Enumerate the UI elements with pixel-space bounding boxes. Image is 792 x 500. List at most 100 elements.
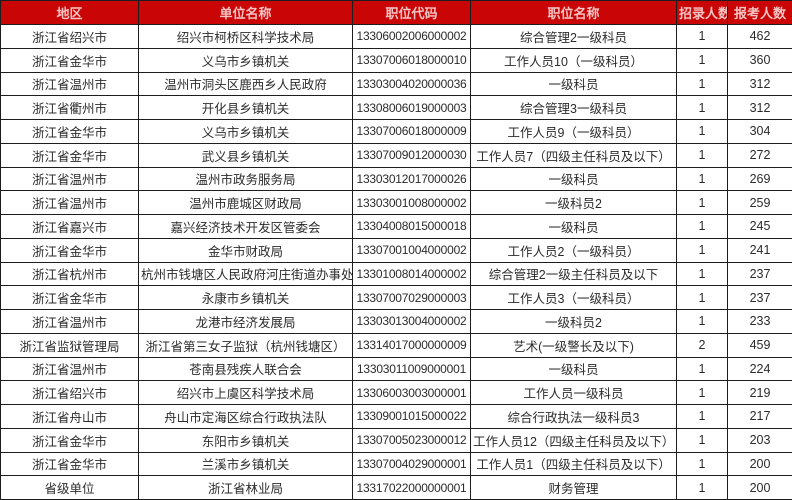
table-header-row: 地区 单位名称 职位代码 职位名称 招录人数 报考人数 [0,0,792,25]
unit-name-cell: 兰溪市乡镇机关 [138,451,353,477]
position-name-cell: 工作人员9（一级科员） [470,119,677,144]
region-cell: 浙江省金华市 [0,427,139,453]
table-row: 浙江省舟山市 舟山市定海区综合行政执法队 13309001015000022 综合行政… [0,404,792,429]
position-code-cell: 13307001004000002 [352,237,471,263]
unit-name-cell: 义乌市乡镇机关 [138,119,353,144]
region-cell: 浙江省金华市 [0,142,139,168]
applicant-count-cell: 241 [727,237,792,263]
applicant-count-cell: 459 [727,332,792,358]
applicant-count-cell: 200 [727,451,792,477]
table-row: 浙江省温州市 温州市政务服务局 13303012017000026 一级科员 1 269 [0,166,792,192]
unit-name-cell: 武义县乡镇机关 [138,142,353,168]
table-row: 浙江省温州市 苍南县残疾人联合会 13303011009000001 一级科员 1 224 [0,356,792,382]
table-row: 浙江省绍兴市 绍兴市上虞区科学技术局 13306003003000001 工作人员一级… [0,380,792,405]
position-code-cell: 13307009012000030 [352,142,471,168]
recruit-count-cell: 1 [676,190,728,215]
position-code-cell: 13307005023000012 [352,427,471,453]
region-cell: 浙江省金华市 [0,285,139,310]
position-code-cell: 13303013004000002 [352,309,471,334]
recruit-count-cell: 1 [676,380,728,405]
unit-name-cell: 绍兴市柯桥区科学技术局 [138,24,353,49]
header-position-name: 职位名称 [470,0,677,25]
region-cell: 省级单位 [0,475,139,500]
applicant-count-cell: 312 [727,71,792,97]
applicant-count-cell: 312 [727,95,792,120]
table-row: 浙江省绍兴市 绍兴市柯桥区科学技术局 13306002006000002 综合管理2一… [0,24,792,49]
table-row: 省级单位 浙江省林业局 13317022000000001 财务管理 1 200 [0,475,792,500]
position-name-cell: 综合管理2一级科员 [470,24,677,49]
header-region: 地区 [0,0,139,25]
unit-name-cell: 龙港市经济发展局 [138,309,353,334]
recruit-count-cell: 1 [676,427,728,453]
header-applicant-count: 报考人数 [727,0,792,25]
position-code-cell: 13301008014000002 [352,261,471,287]
table-row: 浙江省杭州市 杭州市钱塘区人民政府河庄街道办事处 13301008014000002… [0,261,792,287]
table-body: 浙江省绍兴市 绍兴市柯桥区科学技术局 13306002006000002 综合管理2一… [0,24,792,500]
applicant-count-cell: 304 [727,119,792,144]
position-code-cell: 13303001008000002 [352,190,471,215]
table-row: 浙江省温州市 温州市洞头区鹿西乡人民政府 13303004020000036 一级科员… [0,71,792,97]
position-name-cell: 工作人员10（一级科员） [470,47,677,73]
recruit-count-cell: 2 [676,332,728,358]
header-recruit-count: 招录人数 [676,0,728,25]
recruit-count-cell: 1 [676,71,728,97]
position-code-cell: 13317022000000001 [352,475,471,500]
position-code-cell: 13303011009000001 [352,356,471,382]
applicant-count-cell: 224 [727,356,792,382]
unit-name-cell: 苍南县残疾人联合会 [138,356,353,382]
applicant-count-cell: 217 [727,404,792,429]
recruit-count-cell: 1 [676,95,728,120]
unit-name-cell: 开化县乡镇机关 [138,95,353,120]
applicant-count-cell: 462 [727,24,792,49]
position-name-cell: 综合管理3一级科员 [470,95,677,120]
region-cell: 浙江省金华市 [0,237,139,263]
table-row: 浙江省金华市 东阳市乡镇机关 13307005023000012 工作人员12（四级主… [0,427,792,453]
table-row: 浙江省嘉兴市 嘉兴经济技术开发区管委会 13304008015000018 一级科员 1… [0,214,792,239]
position-name-cell: 工作人员12（四级主任科员及以下） [470,427,677,453]
recruit-count-cell: 1 [676,119,728,144]
applicant-count-cell: 259 [727,190,792,215]
header-unit-name: 单位名称 [138,0,353,25]
position-name-cell: 综合行政执法一级科员3 [470,404,677,429]
table-row: 浙江省监狱管理局 浙江省第三女子监狱（杭州钱塘区） 1331401700000000… [0,332,792,358]
applicant-count-cell: 233 [727,309,792,334]
position-code-cell: 13307006018000009 [352,119,471,144]
table-row: 浙江省金华市 义乌市乡镇机关 13307006018000009 工作人员9（一级科员… [0,119,792,144]
recruit-count-cell: 1 [676,475,728,500]
recruit-count-cell: 1 [676,47,728,73]
applicant-count-cell: 200 [727,475,792,500]
table-row: 浙江省衢州市 开化县乡镇机关 13308006019000003 综合管理3一级科员 1… [0,95,792,120]
unit-name-cell: 绍兴市上虞区科学技术局 [138,380,353,405]
applicant-count-cell: 219 [727,380,792,405]
position-name-cell: 一级科员 [470,166,677,192]
region-cell: 浙江省舟山市 [0,404,139,429]
recruit-count-cell: 1 [676,451,728,477]
unit-name-cell: 杭州市钱塘区人民政府河庄街道办事处 [138,261,353,287]
table-row: 浙江省金华市 兰溪市乡镇机关 13307004029000001 工作人员1（四级主任… [0,451,792,477]
recruit-count-cell: 1 [676,237,728,263]
unit-name-cell: 东阳市乡镇机关 [138,427,353,453]
region-cell: 浙江省监狱管理局 [0,332,139,358]
region-cell: 浙江省嘉兴市 [0,214,139,239]
region-cell: 浙江省绍兴市 [0,24,139,49]
position-name-cell: 综合管理2一级主任科员及以下 [470,261,677,287]
unit-name-cell: 浙江省林业局 [138,475,353,500]
table-row: 浙江省金华市 武义县乡镇机关 13307009012000030 工作人员7（四级主任… [0,142,792,168]
region-cell: 浙江省温州市 [0,190,139,215]
applicant-count-cell: 272 [727,142,792,168]
region-cell: 浙江省温州市 [0,166,139,192]
position-code-cell: 13304008015000018 [352,214,471,239]
unit-name-cell: 嘉兴经济技术开发区管委会 [138,214,353,239]
table-row: 浙江省温州市 龙港市经济发展局 13303013004000002 一级科员2 1 233 [0,309,792,334]
position-code-cell: 13303012017000026 [352,166,471,192]
recruit-count-cell: 1 [676,24,728,49]
position-code-cell: 13306003003000001 [352,380,471,405]
position-code-cell: 13314017000000009 [352,332,471,358]
position-code-cell: 13308006019000003 [352,95,471,120]
position-name-cell: 工作人员3（一级科员） [470,285,677,310]
recruit-count-cell: 1 [676,166,728,192]
table-row: 浙江省金华市 永康市乡镇机关 13307007029000003 工作人员3（一级科员… [0,285,792,310]
position-name-cell: 工作人员1（四级主任科员及以下） [470,451,677,477]
position-name-cell: 工作人员一级科员 [470,380,677,405]
